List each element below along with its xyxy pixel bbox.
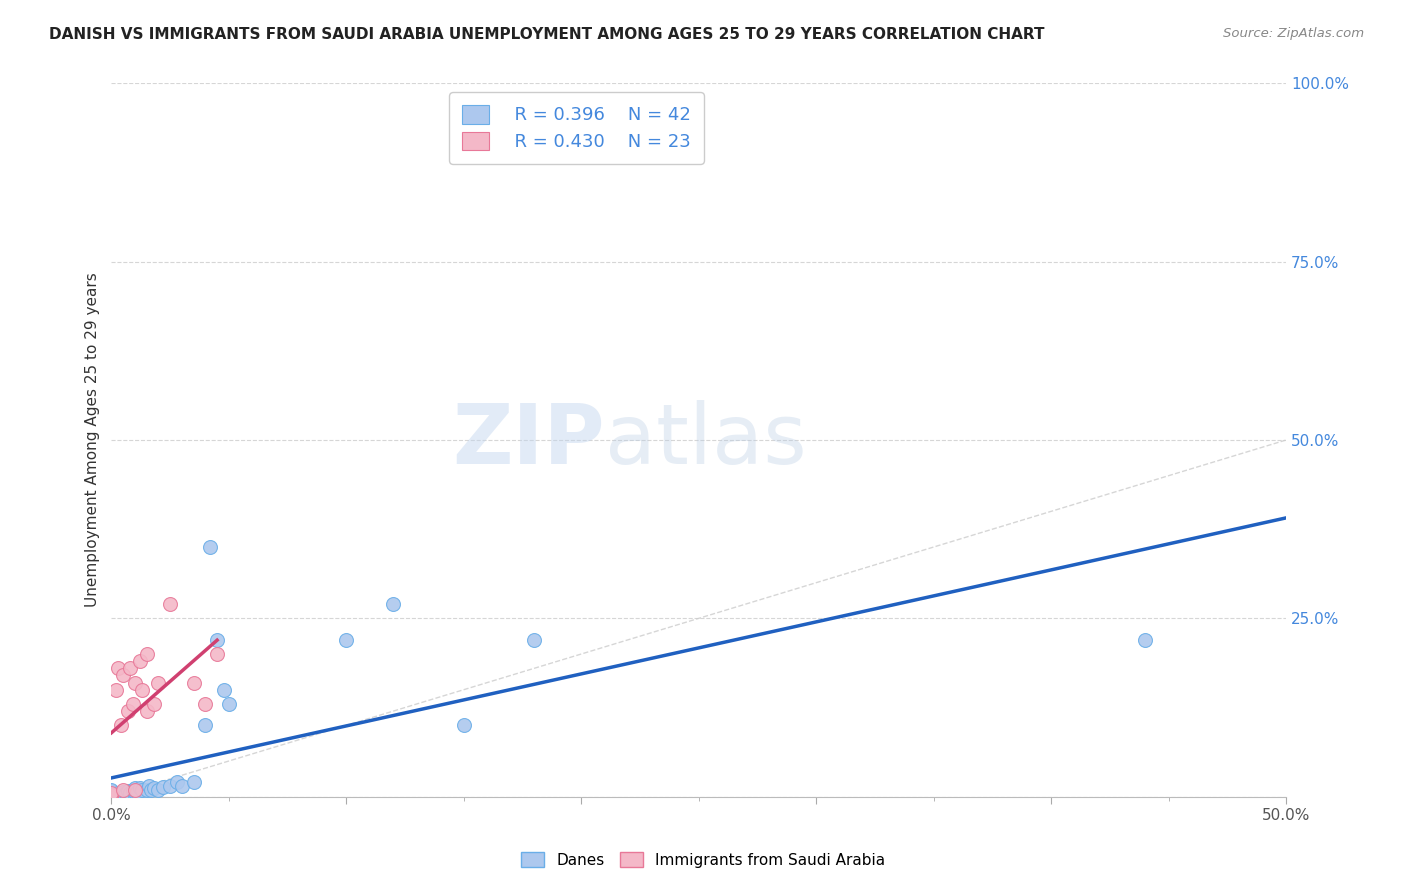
Point xyxy=(100,782,122,797)
Point xyxy=(205,632,228,647)
Point xyxy=(100,788,122,802)
Point xyxy=(138,779,160,793)
Point xyxy=(141,782,163,797)
Point xyxy=(107,661,129,675)
Point xyxy=(198,540,221,554)
Point xyxy=(1133,632,1156,647)
Point xyxy=(131,682,153,697)
Y-axis label: Unemployment Among Ages 25 to 29 years: Unemployment Among Ages 25 to 29 years xyxy=(86,273,100,607)
Point xyxy=(124,781,146,796)
Point xyxy=(152,780,174,795)
Point xyxy=(114,786,136,800)
Point xyxy=(131,783,153,797)
Point xyxy=(120,786,142,800)
Point xyxy=(105,788,128,802)
Point xyxy=(110,787,132,801)
Point xyxy=(382,597,405,611)
Text: Source: ZipAtlas.com: Source: ZipAtlas.com xyxy=(1223,27,1364,40)
Point xyxy=(121,697,143,711)
Point xyxy=(142,697,165,711)
Point xyxy=(183,775,205,789)
Point xyxy=(112,785,135,799)
Point xyxy=(105,789,128,804)
Point xyxy=(100,788,122,802)
Point xyxy=(142,781,165,796)
Point xyxy=(218,697,240,711)
Point xyxy=(194,718,217,732)
Point xyxy=(127,785,149,799)
Point xyxy=(100,789,122,804)
Point xyxy=(170,779,193,793)
Point xyxy=(148,675,170,690)
Point xyxy=(100,789,122,804)
Point xyxy=(117,704,139,718)
Point xyxy=(135,647,157,661)
Point xyxy=(100,786,122,800)
Point xyxy=(100,784,122,798)
Point xyxy=(128,781,150,796)
Point xyxy=(183,675,205,690)
Point xyxy=(124,675,146,690)
Point xyxy=(117,784,139,798)
Point xyxy=(194,697,217,711)
Point xyxy=(120,661,142,675)
Legend: Danes, Immigrants from Saudi Arabia: Danes, Immigrants from Saudi Arabia xyxy=(513,844,893,875)
Text: DANISH VS IMMIGRANTS FROM SAUDI ARABIA UNEMPLOYMENT AMONG AGES 25 TO 29 YEARS CO: DANISH VS IMMIGRANTS FROM SAUDI ARABIA U… xyxy=(49,27,1045,42)
Text: atlas: atlas xyxy=(605,400,807,481)
Point xyxy=(128,654,150,668)
Point xyxy=(166,775,188,789)
Point xyxy=(335,632,357,647)
Point xyxy=(205,647,228,661)
Point xyxy=(112,782,135,797)
Point xyxy=(148,782,170,797)
Point xyxy=(159,779,181,793)
Point xyxy=(159,597,181,611)
Point xyxy=(453,718,475,732)
Text: ZIP: ZIP xyxy=(453,400,605,481)
Point xyxy=(107,786,129,800)
Point xyxy=(135,704,157,718)
Point xyxy=(121,782,143,797)
Legend:   R = 0.396    N = 42,   R = 0.430    N = 23: R = 0.396 N = 42, R = 0.430 N = 23 xyxy=(450,93,704,163)
Point xyxy=(100,786,122,800)
Point xyxy=(135,782,157,797)
Point xyxy=(523,632,546,647)
Point xyxy=(110,718,132,732)
Point xyxy=(112,668,135,682)
Point xyxy=(124,785,146,799)
Point xyxy=(212,682,235,697)
Point xyxy=(110,789,132,804)
Point xyxy=(124,782,146,797)
Point xyxy=(124,788,146,802)
Point xyxy=(105,682,128,697)
Point xyxy=(112,788,135,802)
